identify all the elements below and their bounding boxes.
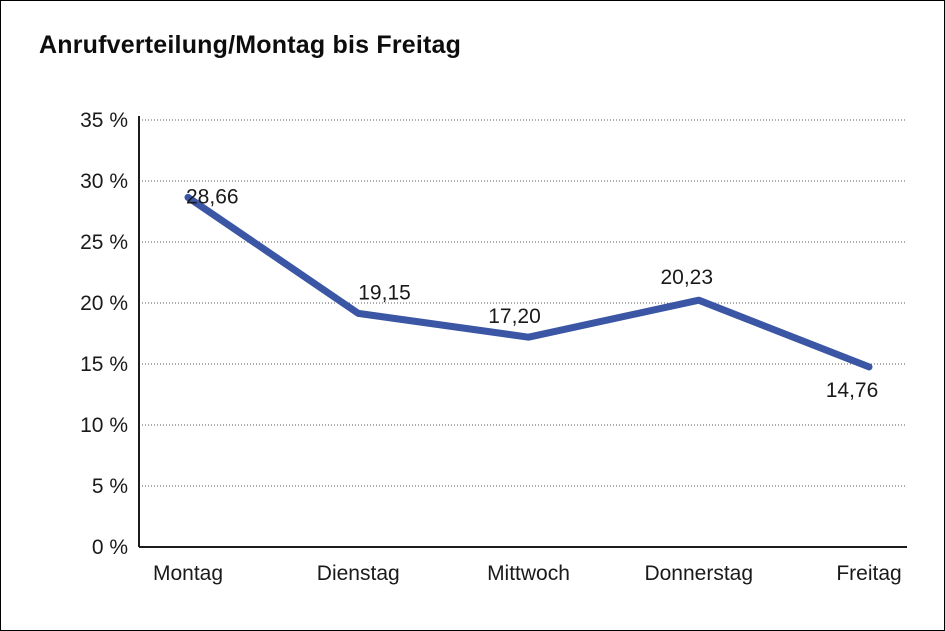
- x-tick-label: Donnerstag: [644, 562, 753, 585]
- x-tick-label: Montag: [153, 562, 223, 585]
- point-value-label: 28,66: [186, 185, 239, 208]
- point-value-label: 14,76: [826, 379, 879, 402]
- point-value-label: 17,20: [488, 305, 541, 328]
- x-tick-label: Dienstag: [317, 562, 400, 585]
- chart-title: Anrufverteilung/Montag bis Freitag: [39, 31, 462, 59]
- y-tick-label: 20 %: [80, 292, 128, 315]
- y-tick-label: 5 %: [92, 475, 128, 498]
- series-line: [184, 193, 873, 371]
- y-tick-label: 35 %: [80, 109, 128, 132]
- point-value-label: 20,23: [660, 266, 713, 289]
- x-tick-label: Freitag: [836, 562, 901, 585]
- y-tick-label: 25 %: [80, 231, 128, 254]
- y-tick-label: 10 %: [80, 414, 128, 437]
- y-tick-label: 0 %: [92, 536, 128, 559]
- y-tick-label: 30 %: [80, 170, 128, 193]
- x-tick-label: Mittwoch: [487, 562, 570, 585]
- y-tick-label: 15 %: [80, 353, 128, 376]
- point-value-label: 19,15: [358, 281, 411, 304]
